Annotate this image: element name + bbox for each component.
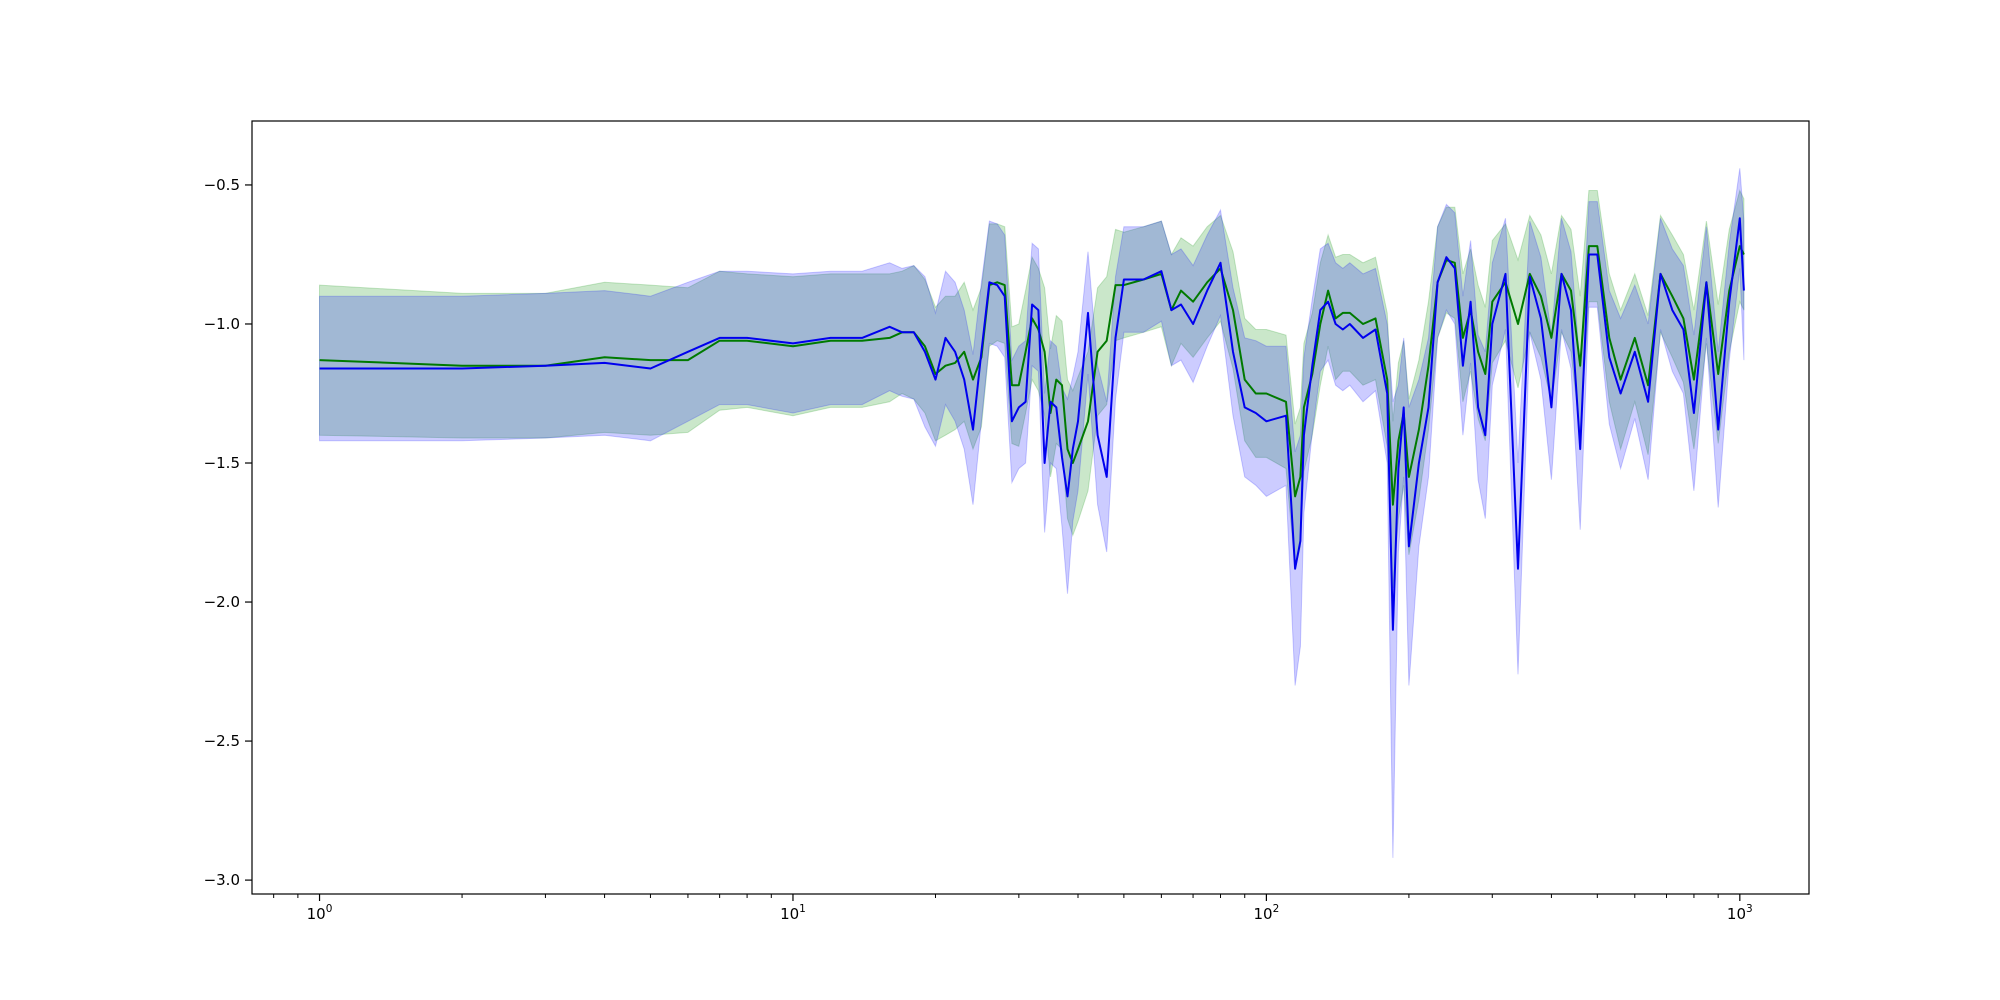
series-2-band [319, 168, 1745, 858]
x-tick-base: 10 [307, 905, 326, 923]
y-tick-label: −3.0 [204, 871, 240, 889]
y-axis: −0.5 −1.0 −1.5 −2.0 −2.5 −3.0 [204, 176, 252, 889]
x-tick-label: 100 [307, 903, 333, 923]
x-tick-base: 10 [1727, 905, 1746, 923]
y-tick-label: −2.0 [204, 593, 240, 611]
x-tick-label: 102 [1254, 903, 1280, 923]
series-2-line [319, 217, 1745, 631]
x-tick-exponent: 3 [1746, 903, 1753, 915]
x-tick-label: 101 [780, 903, 806, 923]
x-tick-label: 103 [1727, 903, 1753, 923]
x-axis: 100 101 102 103 [273, 894, 1753, 923]
y-tick-label: −0.5 [204, 176, 240, 194]
x-tick-exponent: 0 [326, 903, 333, 915]
y-tick-label: −1.5 [204, 454, 240, 472]
x-tick-exponent: 1 [799, 903, 806, 915]
x-tick-exponent: 2 [1273, 903, 1280, 915]
axes-background [252, 121, 1809, 894]
series-1-band [319, 189, 1745, 589]
y-tick-label: −2.5 [204, 732, 240, 750]
axes-frame [251, 120, 1810, 895]
series-lines [319, 217, 1745, 631]
confidence-bands [319, 168, 1745, 858]
x-tick-base: 10 [780, 905, 799, 923]
x-tick-base: 10 [1254, 905, 1273, 923]
plot-area [251, 120, 1810, 895]
y-tick-label: −1.0 [204, 315, 240, 333]
